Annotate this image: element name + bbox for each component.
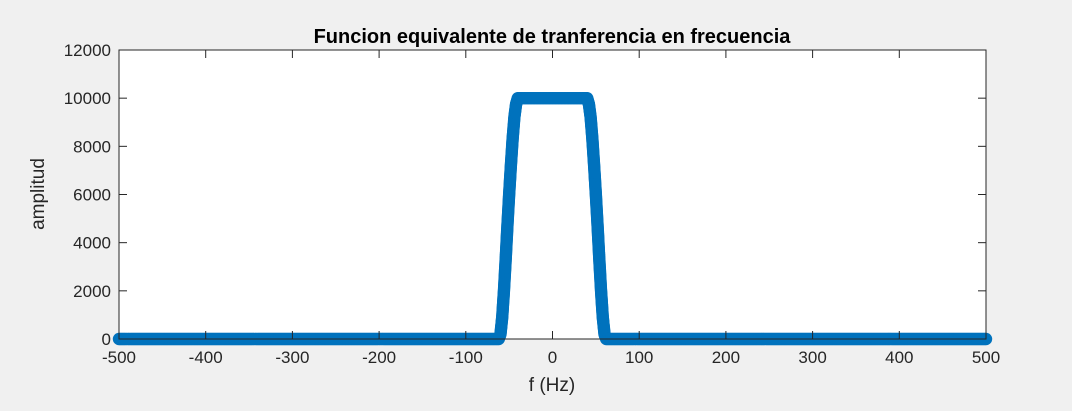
x-tick-label: -100 (449, 348, 483, 367)
y-tick-label: 12000 (64, 41, 111, 60)
x-tick-label: 100 (625, 348, 653, 367)
x-ticks: -500 -400 -300 -200 -100 0 100 200 300 400 500 (102, 50, 1000, 367)
x-tick-label: 400 (885, 348, 913, 367)
x-tick-label: -200 (362, 348, 396, 367)
x-tick-label: 0 (548, 348, 557, 367)
y-axis-label: amplitud (28, 158, 49, 230)
x-tick-label: 500 (972, 348, 1000, 367)
x-axis-label: f (Hz) (529, 375, 575, 396)
x-tick-label: -400 (189, 348, 223, 367)
y-ticks: 0 2000 4000 6000 8000 10000 12000 (64, 41, 986, 349)
y-tick-label: 8000 (73, 137, 111, 156)
x-tick-label: -500 (102, 348, 136, 367)
y-tick-label: 6000 (73, 186, 111, 205)
y-tick-label: 2000 (73, 282, 111, 301)
x-tick-label: 200 (712, 348, 740, 367)
x-tick-label: -300 (275, 348, 309, 367)
y-tick-label: 0 (102, 330, 111, 349)
x-tick-label: 300 (798, 348, 826, 367)
y-tick-label: 10000 (64, 89, 111, 108)
chart-title: Funcion equivalente de tranferencia en f… (314, 26, 792, 48)
y-tick-label: 4000 (73, 234, 111, 253)
